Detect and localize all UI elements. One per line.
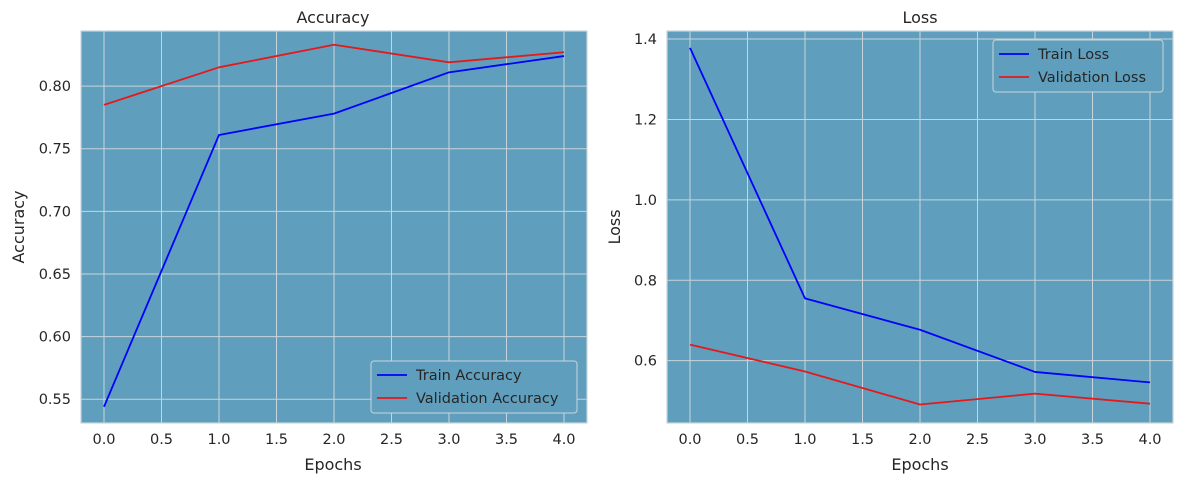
x-tick-label: 0.0 xyxy=(92,432,115,448)
plot-border xyxy=(80,30,588,424)
series-line-validation xyxy=(689,343,1151,406)
y-tick-label: 1.0 xyxy=(634,193,657,209)
plot-border xyxy=(666,30,1174,424)
x-tick-label: 4.0 xyxy=(552,432,575,448)
x-tick-label: 2.0 xyxy=(322,432,345,448)
x-axis-label: Epochs xyxy=(891,455,948,474)
y-tick-label: 1.2 xyxy=(634,112,657,128)
x-tick-label: 3.5 xyxy=(1081,432,1104,448)
y-tick-label: 0.55 xyxy=(39,392,71,408)
x-tick-label: 0.5 xyxy=(736,432,759,448)
y-tick-label: 0.65 xyxy=(39,267,71,283)
legend-label: Train Accuracy xyxy=(415,368,522,384)
y-axis-label: Accuracy xyxy=(9,190,28,263)
x-tick-label: 3.0 xyxy=(437,432,460,448)
y-tick-label: 1.4 xyxy=(634,32,657,48)
series-line-validation xyxy=(103,43,565,106)
x-axis-label: Epochs xyxy=(304,455,361,474)
y-axis-label: Loss xyxy=(605,209,624,244)
legend-box xyxy=(992,39,1164,93)
series-line-train xyxy=(689,47,1151,384)
x-tick-label: 1.5 xyxy=(265,432,288,448)
x-tick-label: 2.5 xyxy=(380,432,403,448)
legend: Train Accuracy Validation Accuracy xyxy=(370,360,578,414)
x-tick-label: 1.0 xyxy=(793,432,816,448)
x-tick-label: 3.5 xyxy=(495,432,518,448)
y-tick-label: 0.8 xyxy=(634,273,657,289)
x-tick-label: 1.5 xyxy=(851,432,874,448)
x-tick-label: 1.0 xyxy=(207,432,230,448)
x-tick-label: 2.5 xyxy=(966,432,989,448)
y-tick-label: 0.70 xyxy=(39,204,71,220)
x-tick-label: 3.0 xyxy=(1023,432,1046,448)
y-tick-label: 0.6 xyxy=(634,354,657,370)
legend-label: Validation Accuracy xyxy=(416,391,559,407)
legend-box xyxy=(370,360,578,414)
y-tick-label: 0.60 xyxy=(39,330,71,346)
legend: Train Loss Validation Loss xyxy=(992,39,1164,93)
series-line-train xyxy=(103,55,565,408)
chart-title: Accuracy xyxy=(296,8,369,27)
y-tick-label: 0.80 xyxy=(39,79,71,95)
x-tick-label: 2.0 xyxy=(908,432,931,448)
x-tick-label: 4.0 xyxy=(1138,432,1161,448)
x-tick-label: 0.0 xyxy=(678,432,701,448)
accuracy-chart: Accuracy Epochs Accuracy 0.0 0.5 1.0 1.5 2.0… xyxy=(9,8,588,474)
loss-chart: Loss Epochs Loss 0.0 0.5 1.0 1.5 2.0 2.5 3.0 3.… xyxy=(605,8,1174,474)
legend-label: Validation Loss xyxy=(1038,70,1146,86)
x-tick-label: 0.5 xyxy=(150,432,173,448)
chart-title: Loss xyxy=(902,8,937,27)
y-tick-label: 0.75 xyxy=(39,142,71,158)
legend-label: Train Loss xyxy=(1037,47,1109,63)
